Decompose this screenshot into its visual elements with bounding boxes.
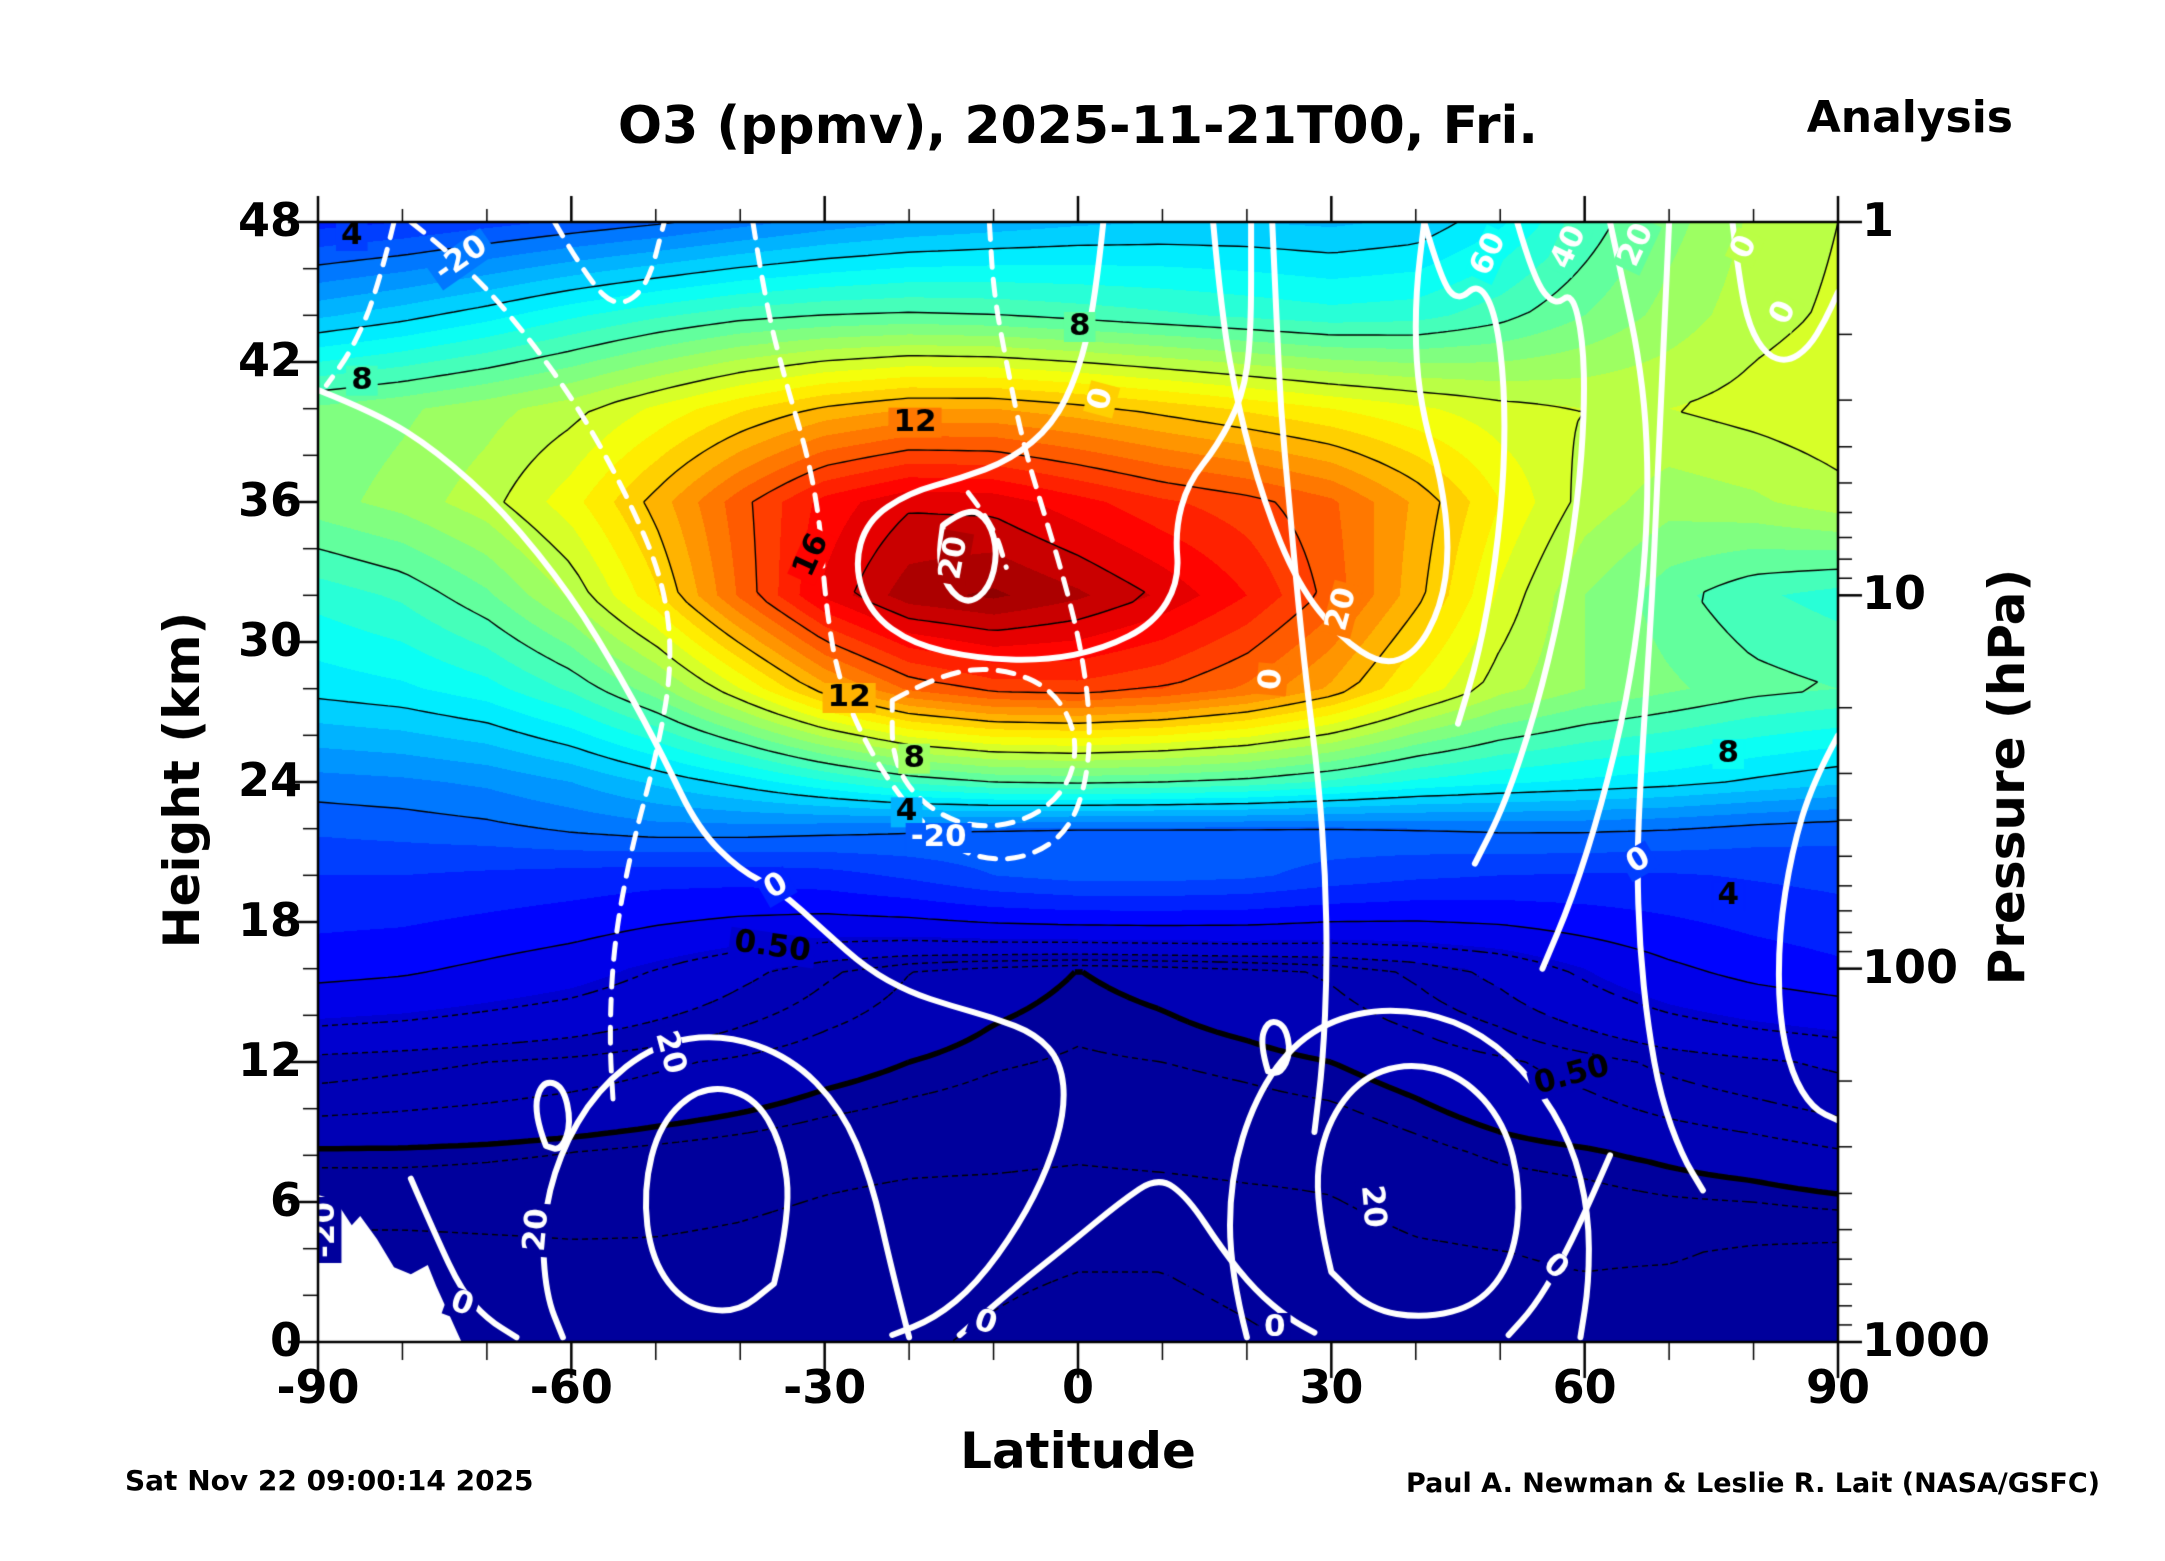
timestamp-text: Sat Nov 22 09:00:14 2025 xyxy=(125,1464,534,1497)
height-tick-label: 0 xyxy=(269,1313,302,1367)
pressure-tick-label: 10 xyxy=(1862,566,1927,621)
height-tick-label: 12 xyxy=(237,1033,302,1087)
height-tick-label: 42 xyxy=(237,333,302,387)
pressure-tick-label: 1 xyxy=(1862,193,1895,247)
pressure-tick-label: 100 xyxy=(1862,939,1959,994)
page-title: O3 (ppmv), 2025-11-21T00, Fri. xyxy=(617,96,1539,156)
credit-text: Paul A. Newman & Leslie R. Lait (NASA/GS… xyxy=(1406,1468,2100,1499)
height-tick-label: 36 xyxy=(237,473,302,527)
pressure-tick-label: 1000 xyxy=(1862,1313,1991,1367)
height-tick-label: 48 xyxy=(237,193,302,247)
x-tick-label: 0 xyxy=(1061,1360,1095,1414)
x-axis-title: Latitude xyxy=(960,1422,1196,1480)
height-tick-label: 18 xyxy=(237,893,302,947)
x-tick-label: -30 xyxy=(783,1360,867,1414)
height-tick-label: 24 xyxy=(237,753,302,807)
x-tick-label: -60 xyxy=(529,1360,613,1414)
analysis-badge: Analysis xyxy=(1806,92,2013,143)
x-tick-label: 30 xyxy=(1299,1360,1364,1414)
x-tick-label: -90 xyxy=(276,1360,360,1414)
right-axis-title: Pressure (hPa) xyxy=(1978,568,2036,986)
x-tick-label: 90 xyxy=(1805,1360,1871,1414)
height-tick-label: 30 xyxy=(237,613,302,667)
height-tick-label: 6 xyxy=(269,1173,302,1227)
x-tick-label: 60 xyxy=(1552,1360,1617,1414)
